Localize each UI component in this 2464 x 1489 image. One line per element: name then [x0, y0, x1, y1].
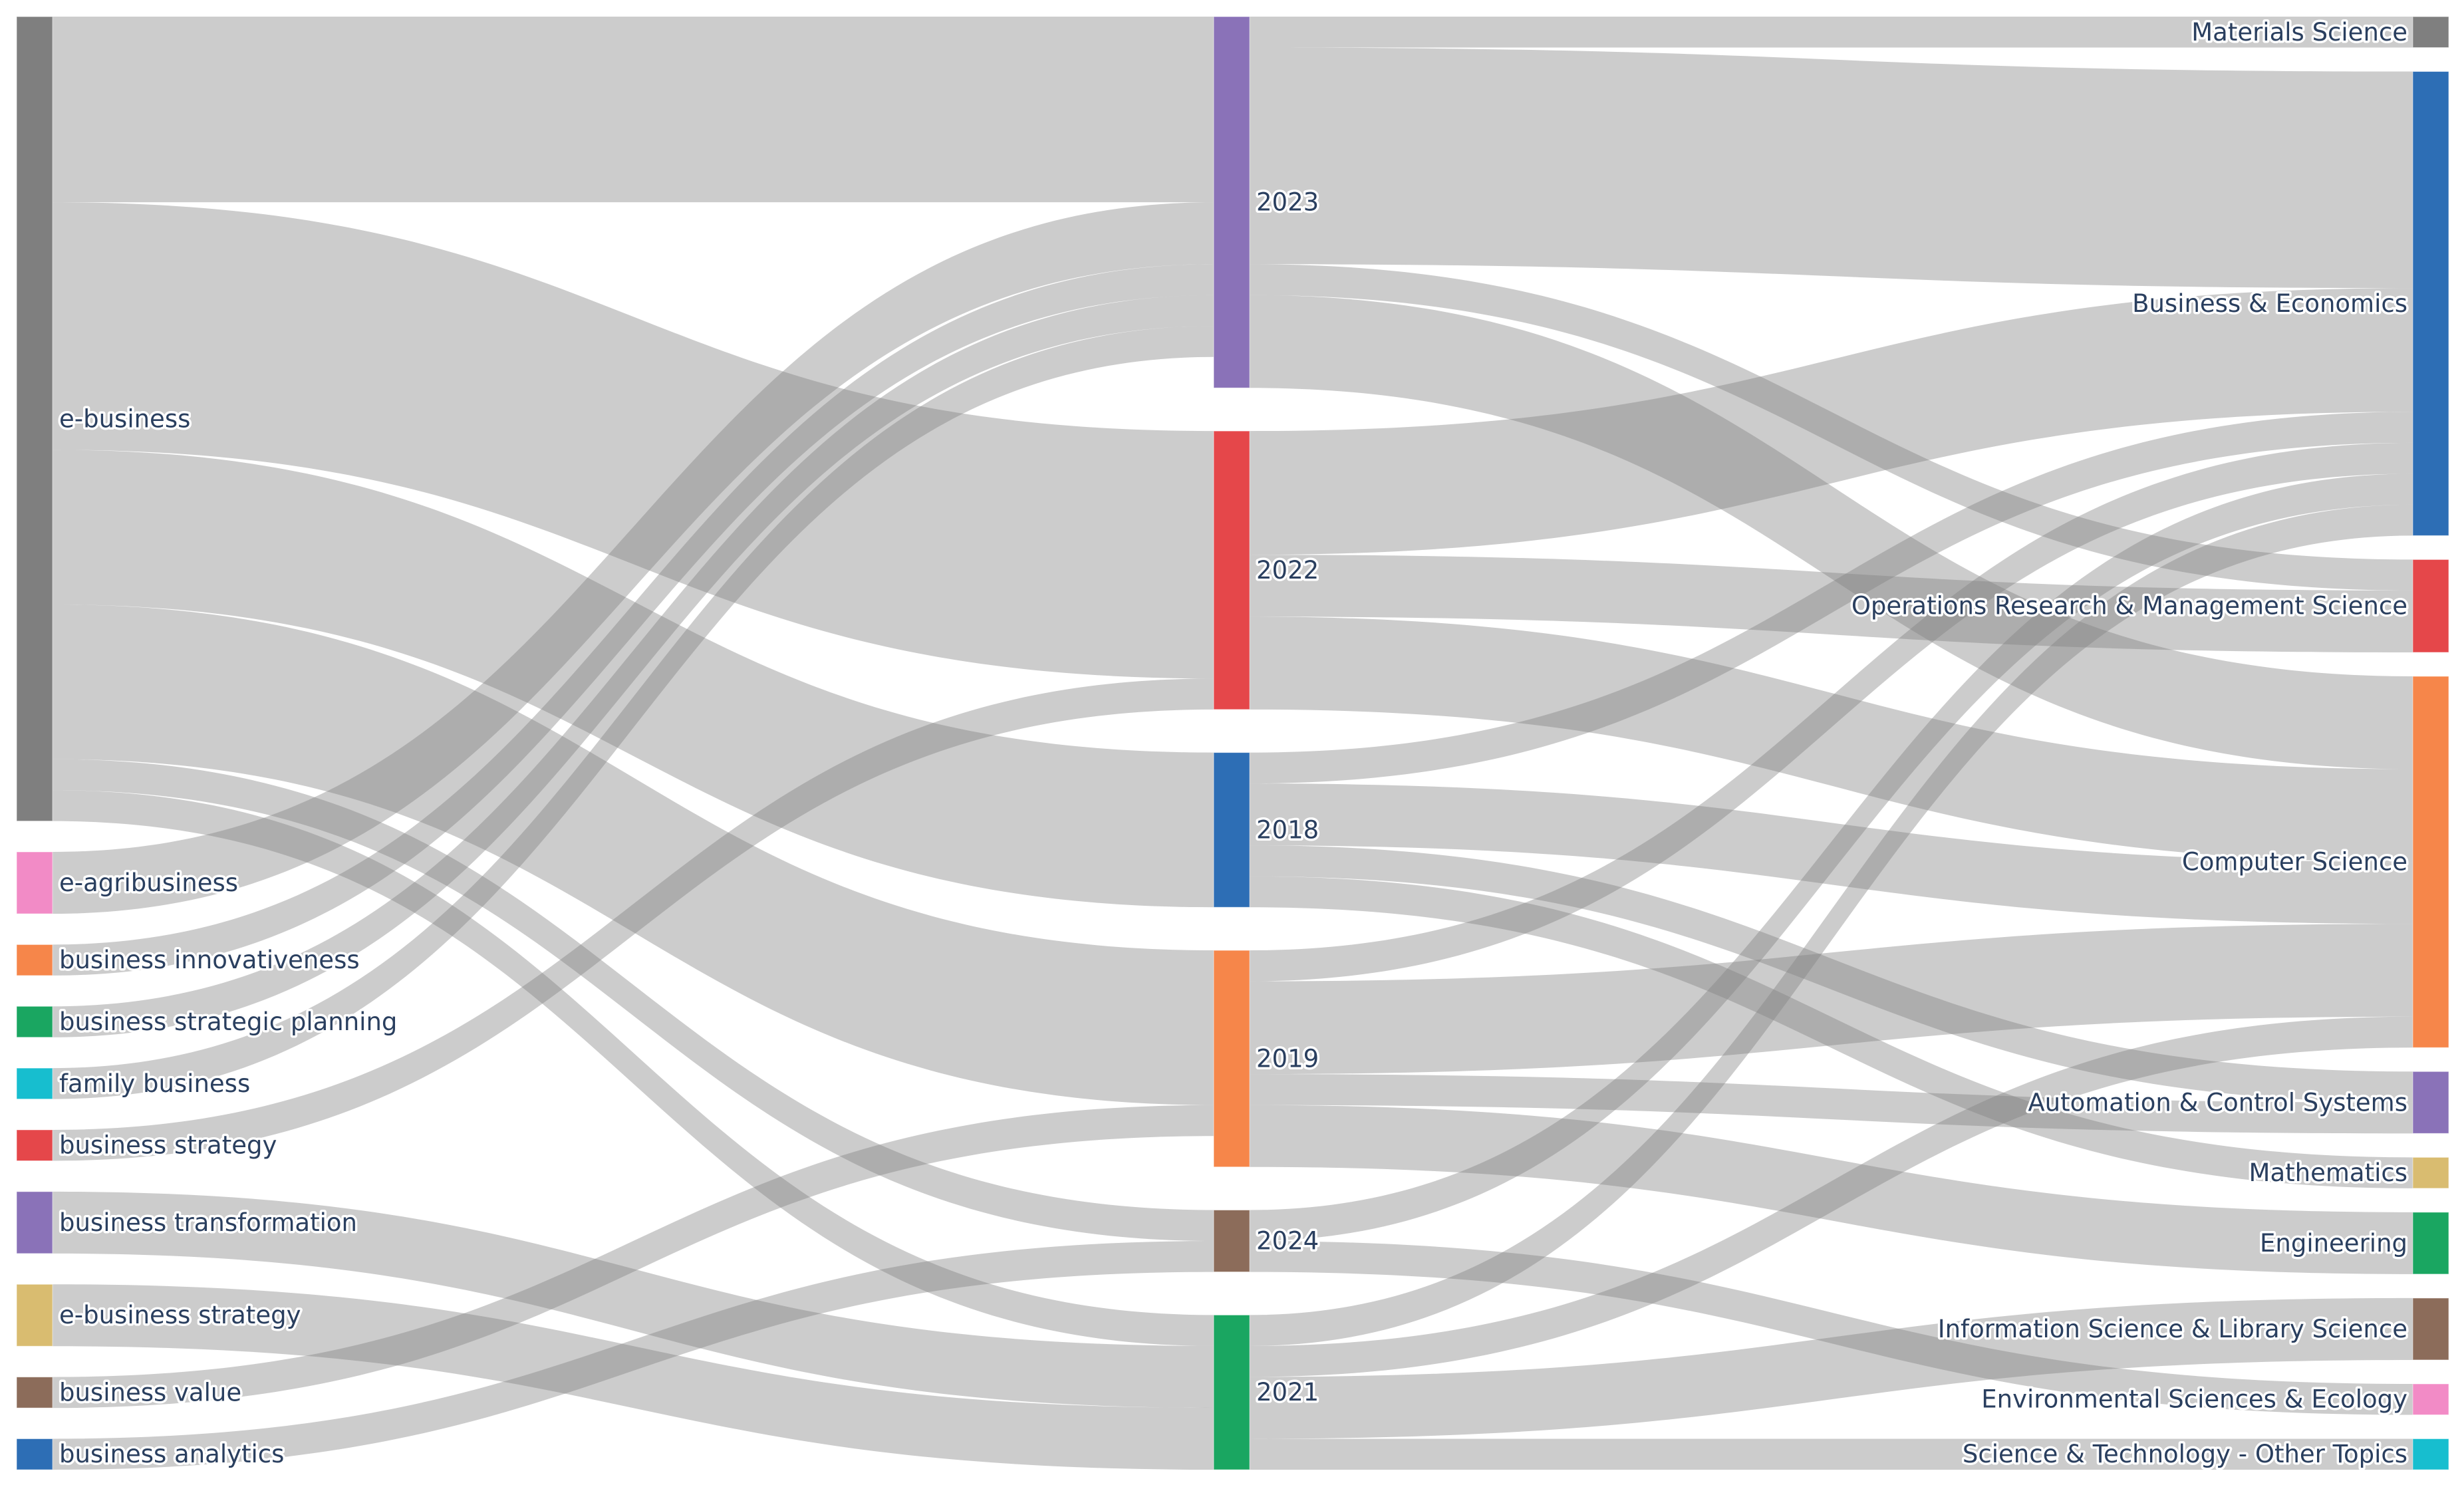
node-label-business-strategy: business strategy — [59, 1131, 277, 1160]
node-engineering[interactable] — [2412, 1212, 2449, 1275]
node-materials-science[interactable] — [2412, 16, 2449, 49]
node-label-environmental-sciences-ecology: Environmental Sciences & Ecology — [1981, 1385, 2407, 1414]
node-2023[interactable] — [1213, 16, 1250, 388]
node-science-technology-other-topics[interactable] — [2412, 1438, 2449, 1470]
sankey-link-18 — [1250, 295, 2413, 769]
node-2018[interactable] — [1213, 752, 1250, 908]
node-label-e-business: e-business — [59, 404, 190, 433]
node-label-2021: 2021 — [1256, 1378, 1319, 1407]
sankey-link-22 — [1250, 412, 2413, 784]
sankey-nodes — [16, 16, 2449, 1470]
sankey-labels: e-business e-agribusiness business innovat… — [57, 15, 2410, 1470]
node-business-economics[interactable] — [2412, 71, 2449, 536]
sankey-link-33 — [1250, 1016, 2413, 1377]
node-business-strategy[interactable] — [16, 1129, 53, 1161]
node-label-automation-control-systems: Automation & Control Systems — [2028, 1088, 2407, 1117]
node-label-e-business-strategy: e-business strategy — [59, 1301, 301, 1329]
node-label-2023: 2023 — [1256, 188, 1319, 217]
node-computer-science[interactable] — [2412, 676, 2449, 1048]
sankey-link-2 — [53, 450, 1214, 908]
sankey-link-34 — [1250, 1297, 2413, 1439]
node-label-computer-science: Computer Science — [2182, 848, 2407, 877]
node-label-business-strategic-planning: business strategic planning — [59, 1008, 397, 1036]
node-business-value[interactable] — [16, 1377, 53, 1409]
node-label-materials-science: Materials Science — [2191, 18, 2407, 47]
node-label-e-agribusiness: e-agribusiness — [59, 869, 238, 897]
sankey-link-0 — [53, 17, 1214, 203]
sankey-link-13 — [53, 1105, 1214, 1409]
node-business-analytics[interactable] — [16, 1438, 53, 1470]
sankey-link-26 — [1250, 442, 2413, 982]
node-business-transformation[interactable] — [16, 1191, 53, 1254]
node-label-2022: 2022 — [1256, 556, 1319, 585]
sankey-links — [53, 17, 2413, 1470]
node-label-business-analytics: business analytics — [59, 1440, 284, 1468]
sankey-link-3 — [53, 604, 1214, 1105]
node-e-business-strategy[interactable] — [16, 1284, 53, 1347]
node-operations-research-management-science[interactable] — [2412, 559, 2449, 653]
sankey-link-11 — [53, 1191, 1214, 1408]
sankey-link-25 — [1250, 876, 2413, 1188]
node-e-business[interactable] — [16, 16, 53, 822]
sankey-link-32 — [1250, 504, 2413, 1346]
node-label-science-technology-other-topics: Science & Technology - Other Topics — [1963, 1440, 2407, 1468]
node-label-business-economics: Business & Economics — [2132, 289, 2407, 318]
sankey-link-12 — [53, 1284, 1214, 1470]
sankey-link-23 — [1250, 783, 2413, 924]
sankey-link-19 — [1250, 288, 2413, 555]
node-automation-control-systems[interactable] — [2412, 1071, 2449, 1134]
node-e-agribusiness[interactable] — [16, 851, 53, 914]
node-label-engineering: Engineering — [2260, 1229, 2407, 1258]
node-label-2018: 2018 — [1256, 815, 1319, 844]
sankey-link-17 — [1250, 264, 2413, 591]
sankey-link-31 — [1250, 1241, 2413, 1415]
sankey-link-8 — [53, 295, 1214, 1037]
node-2019[interactable] — [1213, 950, 1250, 1168]
sankey-link-20 — [1250, 555, 2413, 652]
sankey-link-30 — [1250, 474, 2413, 1242]
sankey-link-29 — [1250, 1105, 2413, 1274]
sankey-link-9 — [53, 326, 1214, 1099]
node-label-operations-research-management-science: Operations Research & Management Science — [1851, 592, 2407, 620]
sankey-link-28 — [1250, 1074, 2413, 1134]
node-2024[interactable] — [1213, 1210, 1250, 1273]
node-label-business-value: business value — [59, 1378, 241, 1407]
node-business-innovativeness[interactable] — [16, 944, 53, 976]
node-label-2019: 2019 — [1256, 1044, 1319, 1073]
sankey-link-1 — [53, 202, 1214, 679]
node-family-business[interactable] — [16, 1067, 53, 1100]
sankey-link-14 — [53, 1241, 1214, 1470]
node-business-strategic-planning[interactable] — [16, 1006, 53, 1038]
node-environmental-sciences-ecology[interactable] — [2412, 1383, 2449, 1415]
sankey-link-15 — [1250, 17, 2413, 48]
sankey-link-16 — [1250, 47, 2413, 289]
sankey-link-4 — [53, 759, 1214, 1242]
node-label-family-business: family business — [59, 1069, 250, 1098]
node-label-2024: 2024 — [1256, 1227, 1319, 1256]
node-label-mathematics: Mathematics — [2249, 1158, 2407, 1187]
node-mathematics[interactable] — [2412, 1156, 2449, 1189]
sankey-link-10 — [53, 678, 1214, 1161]
node-label-information-science-library-science: Information Science & Library Science — [1938, 1315, 2407, 1343]
sankey-link-7 — [53, 264, 1214, 976]
sankey-link-5 — [53, 790, 1214, 1346]
sankey-link-27 — [1250, 924, 2413, 1075]
sankey-link-35 — [1250, 1438, 2413, 1470]
node-label-business-innovativeness: business innovativeness — [59, 946, 360, 974]
node-2021[interactable] — [1213, 1314, 1250, 1470]
node-label-business-transformation: business transformation — [59, 1208, 357, 1237]
sankey-link-6 — [53, 202, 1214, 914]
sankey-link-24 — [1250, 845, 2413, 1103]
sankey-link-21 — [1250, 616, 2413, 863]
node-2022[interactable] — [1213, 430, 1250, 710]
node-information-science-library-science[interactable] — [2412, 1297, 2449, 1361]
